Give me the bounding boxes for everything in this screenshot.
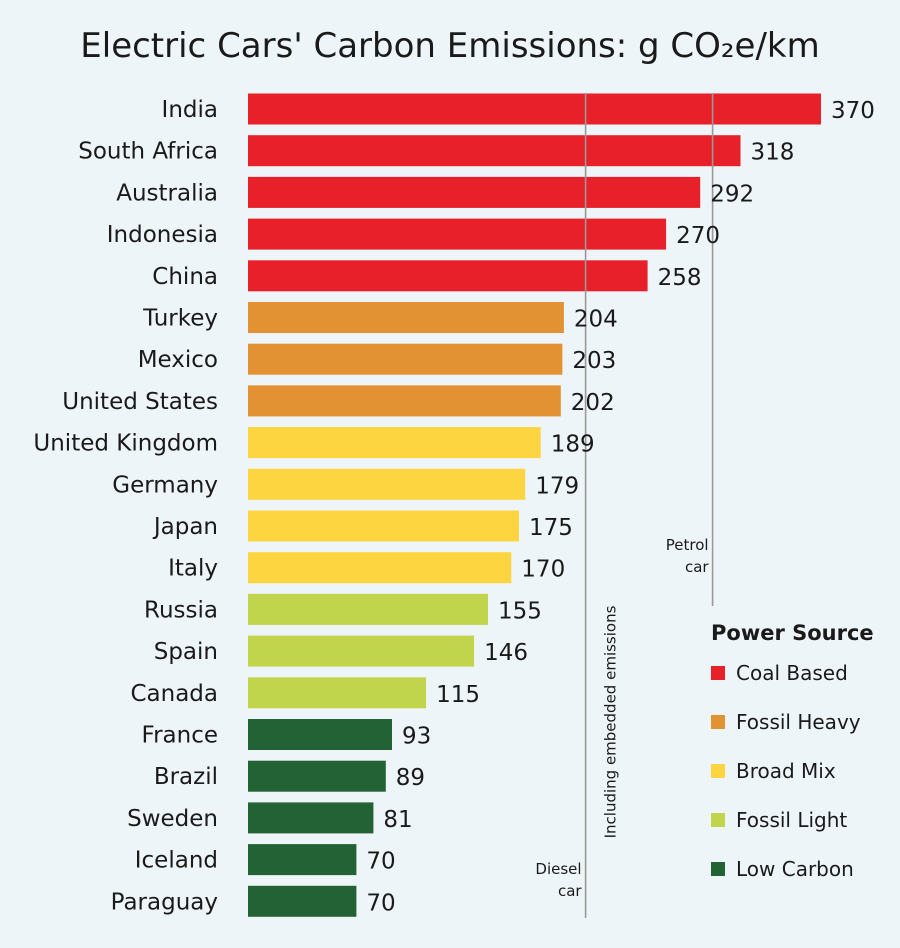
category-label-russia: Russia: [144, 597, 218, 623]
value-label-united-states: 202: [571, 390, 615, 416]
category-label-india: India: [162, 97, 218, 123]
reference-label-diesel-car-line-0: Diesel: [535, 860, 581, 878]
category-label-germany: Germany: [112, 472, 218, 498]
value-label-mexico: 203: [572, 348, 616, 374]
value-label-paraguay: 70: [366, 890, 395, 916]
value-label-france: 93: [402, 724, 431, 750]
category-label-iceland: Iceland: [135, 848, 218, 874]
legend-swatch-broad-mix: [711, 764, 725, 778]
legend-label-fossil-light: Fossil Light: [736, 808, 847, 832]
category-label-mexico: Mexico: [138, 347, 218, 373]
value-label-south-africa: 318: [751, 140, 795, 166]
reference-label-petrol-car-line-0: Petrol: [666, 536, 709, 554]
labels-layer: India 370 South Africa 318 Australia 292 Indon…: [33, 97, 875, 916]
legend-swatch-fossil-light: [711, 813, 725, 827]
bar-south-africa: [248, 135, 741, 167]
bar-indonesia: [248, 218, 667, 250]
value-label-japan: 175: [529, 515, 573, 541]
legend-label-fossil-heavy: Fossil Heavy: [736, 710, 861, 734]
legend-swatch-low-carbon: [711, 862, 725, 876]
category-label-china: China: [152, 264, 218, 290]
value-label-italy: 170: [521, 557, 565, 583]
bar-united-kingdom: [248, 427, 541, 459]
bar-paraguay: [248, 885, 357, 917]
bar-france: [248, 719, 392, 750]
bar-germany: [248, 468, 526, 500]
category-label-australia: Australia: [116, 180, 218, 206]
value-label-india: 370: [831, 98, 875, 124]
bar-australia: [248, 176, 701, 208]
value-label-united-kingdom: 189: [551, 432, 595, 458]
bar-japan: [248, 510, 519, 542]
value-label-canada: 115: [436, 682, 480, 708]
category-label-united-kingdom: United Kingdom: [33, 431, 218, 457]
category-label-indonesia: Indonesia: [107, 222, 218, 248]
category-label-sweden: Sweden: [127, 806, 218, 832]
value-label-turkey: 204: [574, 307, 618, 333]
value-label-australia: 292: [710, 181, 754, 207]
bar-china: [248, 260, 648, 292]
bar-spain: [248, 635, 475, 667]
category-label-japan: Japan: [152, 514, 218, 540]
value-label-indonesia: 270: [676, 223, 720, 249]
bar-mexico: [248, 343, 563, 375]
reference-lines-layer: [584, 93, 714, 918]
bar-russia: [248, 593, 488, 625]
value-label-spain: 146: [484, 640, 528, 666]
bar-iceland: [248, 844, 357, 876]
bars-layer: [248, 93, 821, 917]
value-label-russia: 155: [498, 598, 542, 624]
legend-label-broad-mix: Broad Mix: [736, 759, 836, 783]
legend-title: Power Source: [711, 621, 874, 645]
value-label-china: 258: [658, 265, 702, 291]
value-label-sweden: 81: [383, 807, 412, 833]
reference-label-petrol-car-line-1: car: [685, 558, 709, 576]
bar-turkey: [248, 302, 564, 333]
legend-swatch-fossil-heavy: [711, 715, 725, 729]
legend-label-coal-based: Coal Based: [736, 661, 848, 685]
category-label-italy: Italy: [168, 556, 218, 582]
legend: Power Source Coal Based Fossil Heavy Broad …: [711, 621, 874, 881]
category-label-brazil: Brazil: [154, 764, 218, 790]
category-label-canada: Canada: [130, 681, 218, 707]
category-label-turkey: Turkey: [142, 306, 218, 332]
value-label-brazil: 89: [396, 765, 425, 791]
category-label-united-states: United States: [62, 389, 218, 415]
bar-brazil: [248, 760, 386, 792]
category-label-south-africa: South Africa: [78, 139, 218, 165]
bar-united-states: [248, 385, 561, 417]
legend-label-low-carbon: Low Carbon: [736, 857, 854, 881]
value-label-germany: 179: [535, 473, 579, 499]
category-label-spain: Spain: [154, 639, 218, 665]
annotation-embedded-emissions: Including embedded emissions: [602, 605, 620, 838]
bar-italy: [248, 552, 512, 584]
category-label-paraguay: Paraguay: [111, 889, 218, 915]
legend-swatch-coal-based: [711, 666, 725, 680]
bar-canada: [248, 677, 427, 709]
value-label-iceland: 70: [366, 849, 395, 875]
chart-title: Electric Cars' Carbon Emissions: g CO₂e/…: [80, 26, 819, 66]
bar-sweden: [248, 802, 374, 834]
reference-label-diesel-car-line-1: car: [558, 882, 582, 900]
category-label-france: France: [142, 723, 218, 749]
bar-india: [248, 93, 821, 125]
